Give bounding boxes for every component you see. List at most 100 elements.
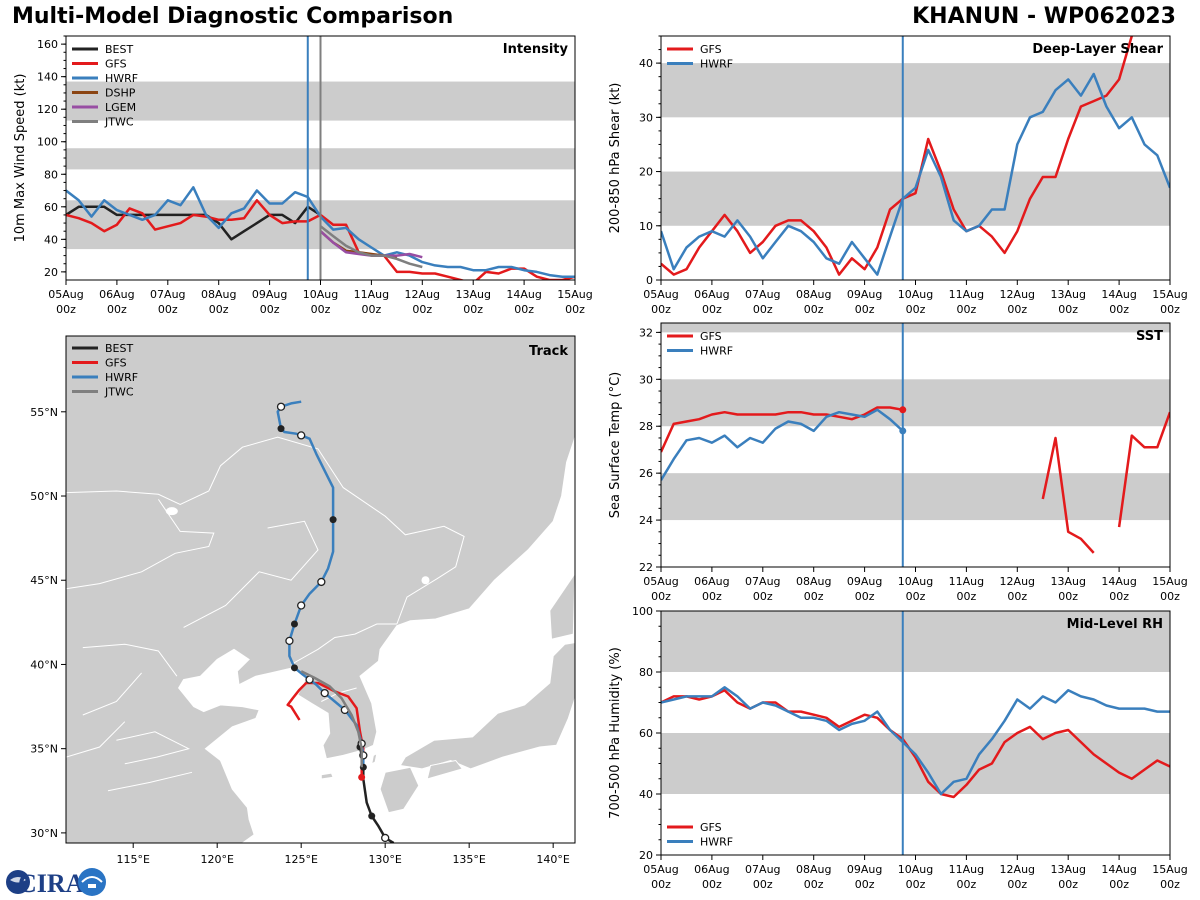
intensity-xtick-label: 00z <box>311 303 331 316</box>
sst-xtick-label: 05Aug <box>643 575 678 588</box>
shear-xtick-label: 00z <box>753 303 773 316</box>
sst-series-gfs-1 <box>1041 436 1095 554</box>
intensity-title: Intensity <box>503 42 569 57</box>
shear-xtick-label: 09Aug <box>847 288 882 301</box>
rh-xtick-label: 08Aug <box>796 863 831 876</box>
track-hwrf-point-open <box>317 577 326 587</box>
rh-xtick-label: 13Aug <box>1050 863 1085 876</box>
rh-xtick-label: 00z <box>1007 878 1027 891</box>
intensity-xtick-label: 12Aug <box>405 288 440 301</box>
shear-xtick-label: 00z <box>1007 303 1027 316</box>
sst-xtick-label: 00z <box>651 590 671 603</box>
intensity-ytick-label: 80 <box>44 168 58 181</box>
intensity-ytick-label: 100 <box>37 136 58 149</box>
sst-xtick-label: 00z <box>1160 590 1180 603</box>
sst-series-gfs-2 <box>1117 411 1170 528</box>
shear-xtick-label: 08Aug <box>796 288 831 301</box>
intensity-ytick-label: 140 <box>37 71 58 84</box>
sst-ytick-label: 24 <box>639 514 653 527</box>
lake-hulun <box>165 507 178 516</box>
shear-xtick-label: 10Aug <box>898 288 933 301</box>
sst-xtick-label: 00z <box>1109 590 1129 603</box>
intensity-xtick-label: 15Aug <box>557 288 592 301</box>
rh-series-gfs-0 <box>661 689 1170 799</box>
sst-legend-gfs: GFS <box>700 330 722 343</box>
shear-xtick-label: 15Aug <box>1152 288 1187 301</box>
sst-ytick-label: 30 <box>639 373 653 386</box>
intensity-legend-lgem: LGEM <box>105 101 136 114</box>
shear-legend-gfs: GFS <box>700 43 722 56</box>
sst-ytick-label: 32 <box>639 326 653 339</box>
shear-ytick-label: 40 <box>639 57 653 70</box>
track-frame <box>65 335 576 844</box>
intensity-xtick-label: 00z <box>107 303 127 316</box>
rh-ytick-label: 100 <box>632 605 653 618</box>
satellite-arc <box>81 876 103 883</box>
intensity-ytick-label: 160 <box>37 38 58 51</box>
shear-legend-hwrf: HWRF <box>700 58 733 71</box>
jeju-island <box>320 772 334 780</box>
intensity-ytick-label: 120 <box>37 103 58 116</box>
shear-xtick-label: 07Aug <box>745 288 780 301</box>
rh-xtick-label: 14Aug <box>1101 863 1136 876</box>
shear-xtick-label: 00z <box>1109 303 1129 316</box>
track-best-point-open <box>381 833 390 843</box>
sst-band-1 <box>661 379 1170 427</box>
rh-ytick-label: 80 <box>639 666 653 679</box>
intensity-xtick-label: 00z <box>463 303 483 316</box>
sst-plot-area <box>661 406 1170 554</box>
track-ytick-label: 35°N <box>30 743 58 756</box>
intensity-xtick-label: 05Aug <box>48 288 83 301</box>
province-1 <box>183 520 319 628</box>
logo-text: CIRA <box>18 869 85 898</box>
track-hwrf-point <box>277 425 285 433</box>
rh-xtick-label: 07Aug <box>745 863 780 876</box>
rh-xtick-label: 05Aug <box>643 863 678 876</box>
track-legend-best: BEST <box>105 342 133 355</box>
track-legend-hwrf: HWRF <box>105 371 138 384</box>
province-2 <box>82 643 178 677</box>
intensity-xtick-label: 11Aug <box>354 288 389 301</box>
shear-band-0 <box>661 171 1170 226</box>
shear-xtick-label: 14Aug <box>1101 288 1136 301</box>
rh-plot-area <box>661 686 1170 799</box>
province-6 <box>66 721 126 758</box>
sst-xtick-label: 10Aug <box>898 575 933 588</box>
shear-band-1 <box>661 63 1170 118</box>
sst-xtick-label: 00z <box>804 590 824 603</box>
sst-xtick-label: 07Aug <box>745 575 780 588</box>
rh-xtick-label: 00z <box>1109 878 1129 891</box>
rh-title: Mid-Level RH <box>1067 617 1163 632</box>
track-land-layer <box>66 336 575 843</box>
intensity-xtick-label: 10Aug <box>303 288 338 301</box>
track-panel: 30°N 35°N 40°N 45°N 50°N 55°N 115°E 120°E 125°E 1… <box>30 335 576 866</box>
track-jtwc <box>300 670 363 768</box>
rh-xtick-label: 00z <box>1058 878 1078 891</box>
track-hwrf <box>276 400 365 768</box>
sst-ytick-label: 28 <box>639 420 653 433</box>
shear-xtick-label: 00z <box>1160 303 1180 316</box>
intensity-xtick-label: 06Aug <box>99 288 134 301</box>
intensity-series-jtwc-0 <box>319 225 423 269</box>
track-ytick-label: 50°N <box>30 490 58 503</box>
sst-band-0 <box>661 473 1170 521</box>
sst-xtick-label: 00z <box>702 590 722 603</box>
shear-xtick-label: 00z <box>651 303 671 316</box>
sst-panel: 22 24 26 28 30 32 05Aug 00z 06Aug 00z 07Aug 00z 08Au… <box>608 322 1188 603</box>
sst-xtick-label: 00z <box>1007 590 1027 603</box>
intensity-legend-jtwc: JTWC <box>104 116 134 129</box>
intensity-ytick-label: 60 <box>44 201 58 214</box>
sst-xtick-label: 14Aug <box>1101 575 1136 588</box>
intensity-xtick-label: 08Aug <box>201 288 236 301</box>
shear-xtick-label: 00z <box>804 303 824 316</box>
intensity-ylabel: 10m Max Wind Speed (kt) <box>13 74 28 243</box>
track-hwrf-point <box>329 516 337 524</box>
lake-khanka <box>421 576 430 585</box>
sst-legend-hwrf: HWRF <box>700 345 733 358</box>
globe-swoosh-icon <box>10 877 26 883</box>
track-hwrf-point-open <box>276 402 286 411</box>
rh-xtick-label: 06Aug <box>694 863 729 876</box>
track-xtick-label: 115°E <box>116 853 149 866</box>
japan-hokkaido <box>549 572 575 640</box>
sst-xtick-label: 06Aug <box>694 575 729 588</box>
